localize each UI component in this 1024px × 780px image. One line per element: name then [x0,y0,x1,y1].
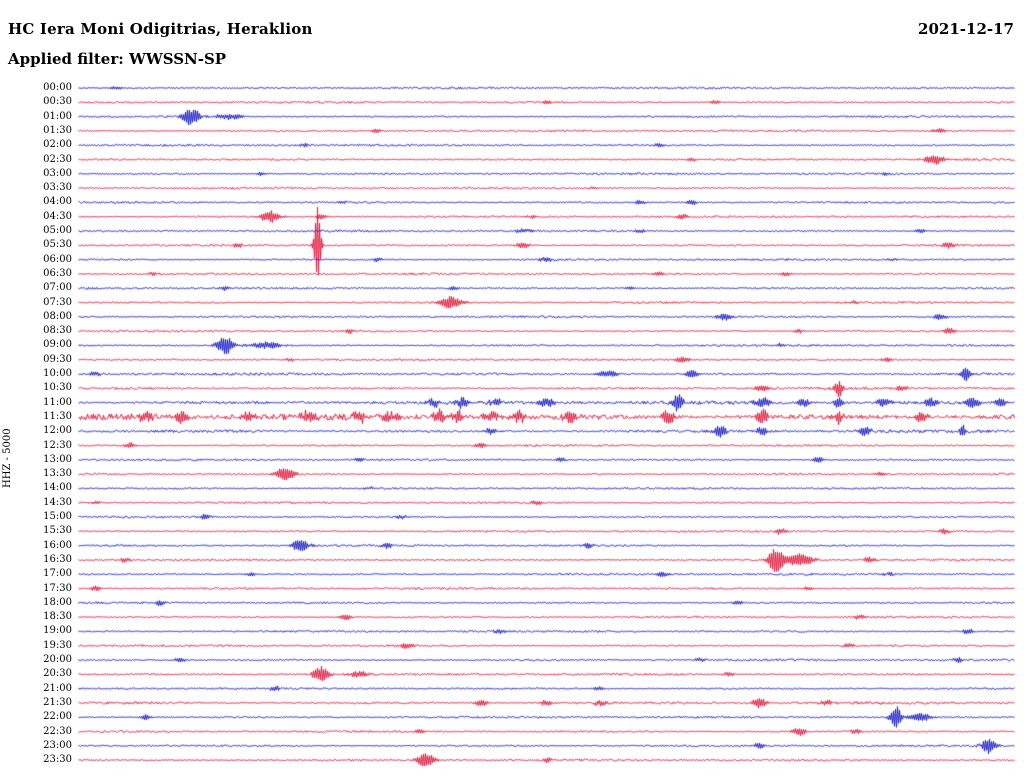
seismogram-traces [0,0,1024,780]
helicorder-view: HC Iera Moni Odigitrias, Heraklion 2021-… [0,0,1024,780]
